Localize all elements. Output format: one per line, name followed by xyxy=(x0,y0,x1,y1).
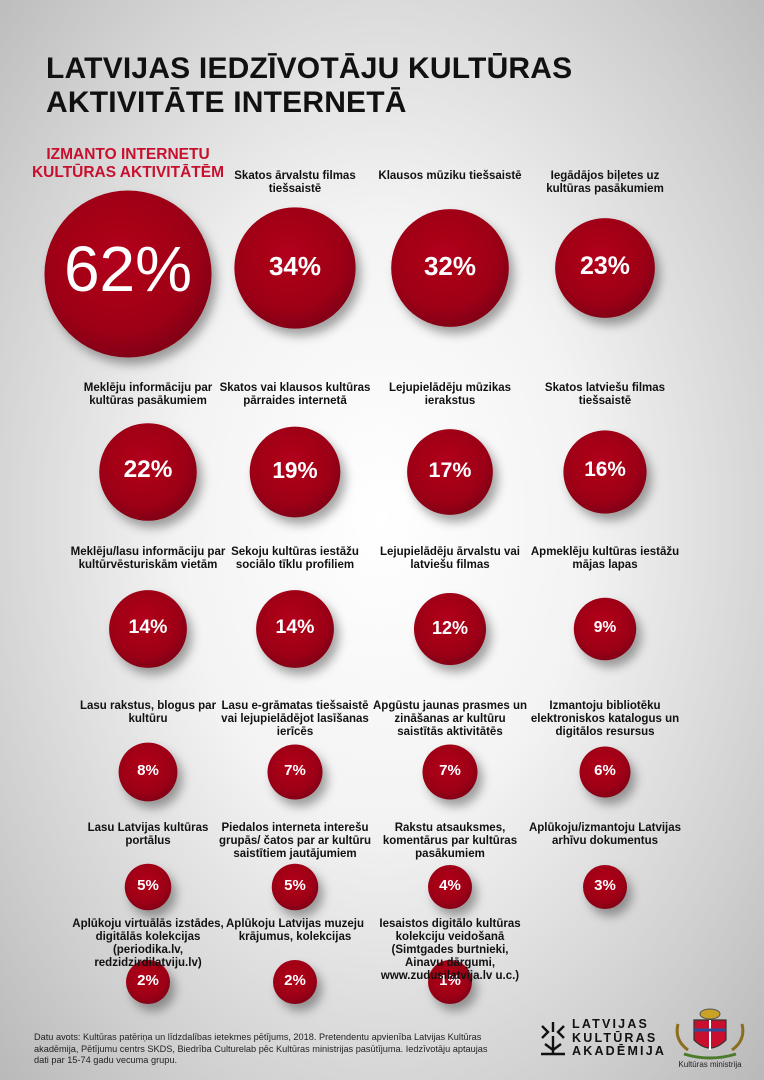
item-7-value: 14% xyxy=(128,615,168,638)
item-2-label: Iegādājos biļetes uz kultūras pasākumiem xyxy=(546,170,664,195)
item-14-value: 6% xyxy=(594,762,616,780)
item-21-bubble xyxy=(428,960,472,1004)
item-13-value: 7% xyxy=(439,762,461,780)
item-6-value: 16% xyxy=(584,457,626,481)
item-3-value: 22% xyxy=(123,455,173,483)
item-11-label: Lasu rakstus, blogus par kultūru xyxy=(79,700,217,725)
item-15-label: Lasu Latvijas kultūras portālus xyxy=(87,822,209,847)
item-17-label: Rakstu atsauksmes, komentārus par kultūr… xyxy=(382,822,518,860)
lka-line-1: LATVIJAS xyxy=(572,1017,650,1031)
item-20-value: 2% xyxy=(284,972,306,990)
item-8-value: 14% xyxy=(275,615,315,638)
source-note: Datu avots: Kultūras patēriņa un līdzdal… xyxy=(34,1032,488,1065)
item-20-bubble xyxy=(273,960,317,1004)
item-10-bubble xyxy=(573,597,637,661)
lka-line-2: KULTŪRAS xyxy=(572,1030,658,1045)
item-3-bubble xyxy=(99,423,197,521)
page-title: LATVIJAS IEDZĪVOTĀJU KULTŪRAS AKTIVITĀTE… xyxy=(46,52,573,119)
ministry-label: Kultūras ministrija xyxy=(678,1060,742,1069)
item-19-bubble xyxy=(126,960,170,1004)
item-17-value: 4% xyxy=(439,877,461,895)
item-4-bubble xyxy=(249,426,341,518)
headline-value: 62% xyxy=(63,232,193,305)
item-7-bubble xyxy=(109,590,187,668)
item-5-bubble xyxy=(407,429,493,515)
item-16-value: 5% xyxy=(284,877,306,895)
item-17-bubble xyxy=(428,865,472,909)
item-1-value: 32% xyxy=(423,250,477,281)
item-21-value: 1% xyxy=(439,972,461,990)
lka-line-3: AKADĒMIJA xyxy=(572,1044,667,1058)
item-1-label: Klausos mūziku tiešsaistē xyxy=(378,170,522,182)
item-11-value: 8% xyxy=(137,762,159,780)
item-15-bubble xyxy=(124,863,172,911)
item-0-label: Skatos ārvalstu filmas tiešsaistē xyxy=(234,170,356,195)
item-3-label: Meklēju informāciju par kultūras pasākum… xyxy=(83,382,213,407)
item-4-value: 19% xyxy=(272,456,318,483)
item-9-value: 12% xyxy=(431,617,469,638)
item-18-bubble xyxy=(583,865,627,909)
coat-of-arms-icon xyxy=(675,1008,745,1060)
headline-bubble xyxy=(44,190,212,358)
item-16-label: Piedalos interneta interešu grupās/ čato… xyxy=(218,822,372,860)
item-21-label: Iesaistos digitālo kultūras kolekciju ve… xyxy=(379,918,521,982)
item-18-label: Aplūkoju/izmantoju Latvijas arhīvu dokum… xyxy=(528,822,682,847)
item-18-value: 3% xyxy=(594,877,616,895)
lka-emblem-icon xyxy=(541,1022,565,1056)
ministry-logo: Kultūras ministrija xyxy=(664,1006,756,1074)
item-5-value: 17% xyxy=(428,457,472,482)
item-14-label: Izmantoju bibliotēku elektroniskos katal… xyxy=(530,700,680,738)
item-1-bubble xyxy=(391,209,509,327)
item-2-value: 23% xyxy=(580,251,630,280)
item-2-bubble xyxy=(555,218,655,318)
item-0-bubble xyxy=(234,207,356,329)
lka-wordmark: LATVIJAS KULTŪRAS AKADĒMIJA xyxy=(572,1017,667,1059)
lka-logo: LATVIJAS KULTŪRAS AKADĒMIJA xyxy=(538,1017,664,1068)
item-10-label: Apmeklēju kultūras iestāžu mājas lapas xyxy=(530,546,680,571)
item-12-bubble xyxy=(267,744,323,800)
item-13-label: Apgūstu jaunas prasmes un zināšanas ar k… xyxy=(372,700,527,738)
item-10-value: 9% xyxy=(593,618,617,636)
item-0-value: 34% xyxy=(268,250,322,281)
headline-label: IZMANTO INTERNETU KULTŪRAS AKTIVITĀTĒM xyxy=(31,146,224,181)
item-7-label: Meklēju/lasu informāciju par kultūrvēstu… xyxy=(70,546,226,571)
item-5-label: Lejupielādēju mūzikas ierakstus xyxy=(388,382,512,407)
item-8-bubble xyxy=(256,590,334,668)
item-8-label: Sekoju kultūras iestāžu sociālo tīklu pr… xyxy=(231,546,359,571)
item-12-label: Lasu e-grāmatas tiešsaistē vai lejupielā… xyxy=(221,700,369,738)
item-9-bubble xyxy=(413,592,487,666)
item-12-value: 7% xyxy=(284,762,306,780)
item-19-value: 2% xyxy=(137,972,159,990)
item-15-value: 5% xyxy=(137,877,159,895)
item-4-label: Skatos vai klausos kultūras pārraides in… xyxy=(219,382,371,407)
item-20-label: Aplūkoju Latvijas muzeju krājumus, kolek… xyxy=(225,918,365,943)
item-11-bubble xyxy=(118,742,178,802)
item-6-bubble xyxy=(563,430,647,514)
item-13-bubble xyxy=(422,744,478,800)
item-9-label: Lejupielādēju ārvalstu vai latviešu film… xyxy=(380,546,520,571)
item-14-bubble xyxy=(579,746,631,798)
item-6-label: Skatos latviešu filmas tiešsaistē xyxy=(544,382,666,407)
item-19-label: Aplūkoju virtuālās izstādes, digitālās k… xyxy=(72,918,224,969)
item-16-bubble xyxy=(271,863,319,911)
